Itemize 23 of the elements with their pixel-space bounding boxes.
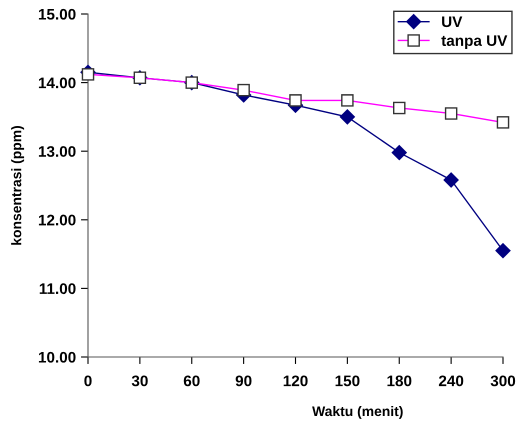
x-tick-label: 180	[387, 375, 412, 386]
x-tick-label: 240	[438, 375, 464, 386]
x-tick-label: 0	[84, 375, 92, 386]
x-tick-label: 300	[490, 375, 516, 386]
x-tick-label: 90	[236, 375, 252, 386]
point	[444, 172, 459, 188]
y-axis-title: konsentrasi (ppm)	[11, 126, 24, 245]
y-tick-label: 15.00	[38, 8, 76, 20]
point	[392, 145, 407, 160]
legend-label: UV	[442, 16, 462, 28]
point	[340, 109, 355, 124]
legend-label: tanpa UV	[441, 35, 508, 49]
y-tick-label: 13.00	[38, 146, 76, 157]
x-tick-label: 60	[184, 375, 200, 386]
y-tick-label: 14.00	[38, 77, 76, 88]
x-tick-label: 120	[284, 375, 308, 386]
y-tick-label: 12.00	[38, 214, 76, 226]
y-tick-label: 10.00	[38, 352, 76, 363]
x-tick-label: 30	[132, 375, 148, 386]
y-tick-label: 11.00	[40, 283, 76, 294]
x-axis-title: Waktu (menit)	[312, 406, 403, 419]
x-tick-label: 150	[336, 375, 360, 386]
point	[495, 243, 511, 258]
